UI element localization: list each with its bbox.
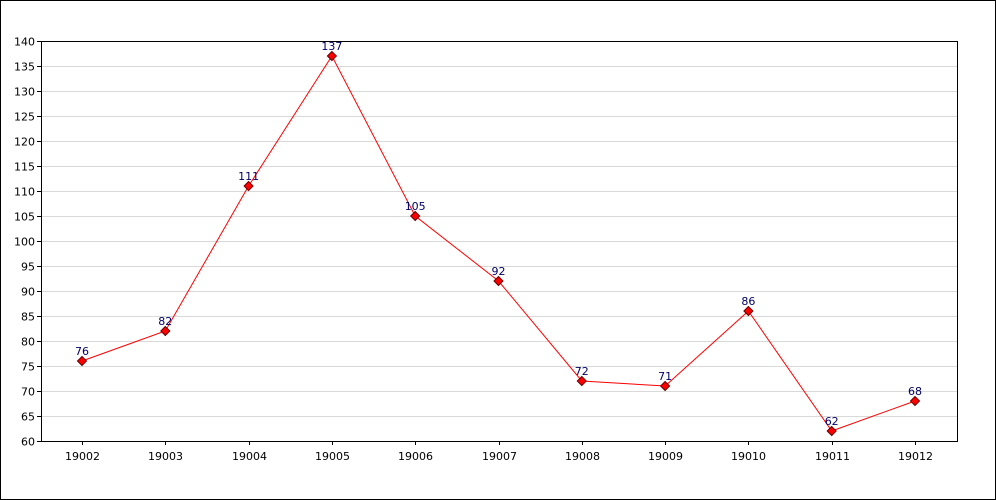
y-tick-label: 65	[21, 411, 35, 424]
data-point-marker	[326, 50, 338, 62]
x-tick-label: 19011	[815, 450, 850, 463]
x-tick-label: 19004	[232, 450, 267, 463]
x-tick-label: 19003	[148, 450, 183, 463]
tick-layer: 60 65 70 75 80 85 90 95 100 105 110 115 120 125 130 135…	[14, 36, 933, 464]
y-tick-label: 105	[14, 211, 35, 224]
y-tick-label: 100	[14, 236, 35, 249]
y-tick-label: 75	[21, 361, 35, 374]
data-point-marker	[909, 395, 921, 407]
label-layer: 76 82 111 137 105 92 72 71 86 62 68	[75, 40, 922, 428]
y-tick-label: 115	[14, 161, 35, 174]
series-layer	[76, 50, 921, 437]
data-label: 71	[658, 370, 672, 383]
y-tick-label: 125	[14, 111, 35, 124]
data-label: 68	[908, 385, 922, 398]
data-point-marker	[576, 375, 588, 387]
x-tick-label: 19005	[315, 450, 350, 463]
data-label: 76	[75, 345, 89, 358]
data-point-marker	[76, 355, 88, 367]
y-tick-label: 140	[14, 36, 35, 49]
x-tick-label: 19012	[898, 450, 933, 463]
data-point-marker	[659, 380, 671, 392]
data-point-marker	[160, 325, 171, 337]
data-label: 92	[492, 265, 506, 278]
data-label: 137	[321, 40, 342, 53]
y-tick-label: 95	[21, 261, 35, 274]
x-tick-label: 19010	[731, 450, 766, 463]
data-point-marker	[243, 180, 254, 192]
y-tick-label: 110	[14, 186, 35, 199]
x-tick-label: 19008	[565, 450, 600, 463]
y-tick-label: 135	[14, 61, 35, 74]
y-tick-label: 80	[21, 336, 35, 349]
y-tick-label: 90	[21, 286, 35, 299]
data-label: 82	[158, 315, 172, 328]
data-point-marker	[743, 305, 754, 317]
data-label: 62	[825, 415, 839, 428]
series-line	[81, 55, 916, 432]
x-tick-label: 19002	[65, 450, 100, 463]
x-tick-label: 19007	[482, 450, 517, 463]
y-tick-label: 60	[21, 436, 35, 449]
x-tick-label: 19009	[648, 450, 683, 463]
y-tick-label: 130	[14, 86, 35, 99]
x-tick-label: 19006	[398, 450, 433, 463]
y-tick-label: 120	[14, 136, 35, 149]
data-point-marker	[826, 425, 837, 437]
data-point-marker	[493, 275, 504, 287]
data-label: 86	[741, 295, 755, 308]
grid-layer	[41, 66, 957, 417]
y-tick-label: 70	[21, 386, 35, 399]
y-tick-label: 85	[21, 311, 35, 324]
data-label: 105	[405, 200, 426, 213]
data-label: 72	[575, 365, 589, 378]
data-point-marker	[409, 210, 421, 222]
data-label: 111	[238, 170, 259, 183]
